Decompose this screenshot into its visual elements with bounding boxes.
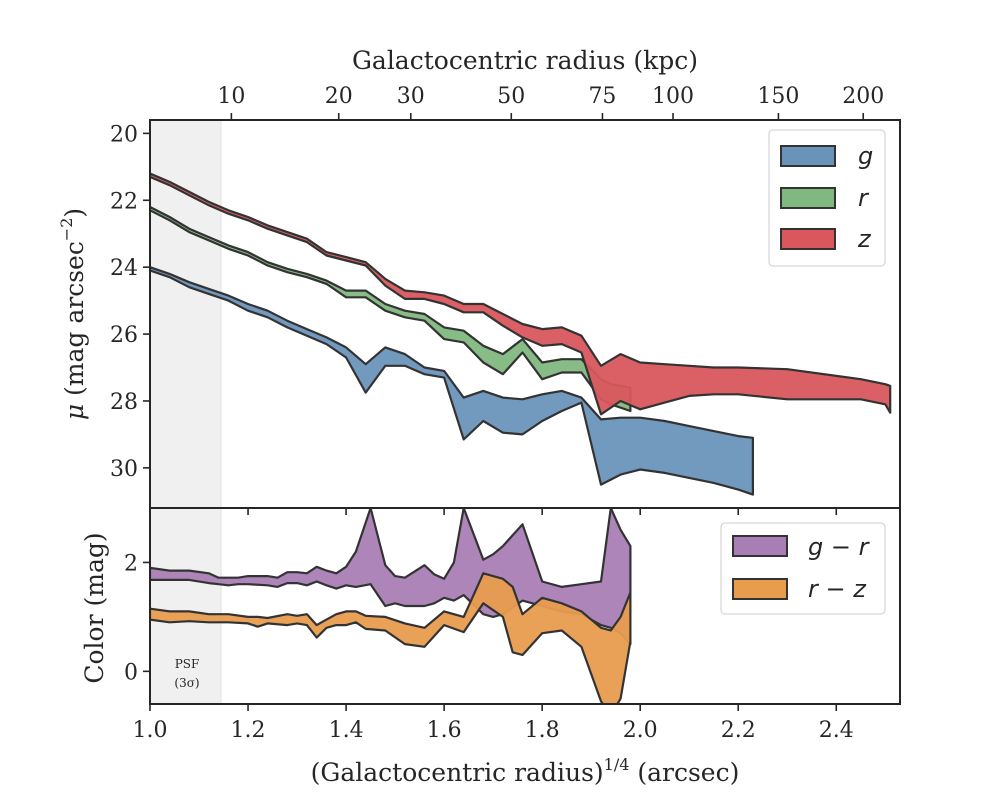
ytick-label: 26 [110, 323, 138, 348]
kpc-tick-label: 75 [588, 84, 616, 109]
xtick-label: 1.0 [133, 718, 168, 743]
kpc-tick-label: 30 [397, 84, 425, 109]
bottom-panel-frame [149, 507, 901, 705]
legend-bottom: g − r r − z [720, 522, 886, 615]
psf-label-line2: (3σ) [174, 676, 199, 690]
kpc-tick-label: 10 [217, 84, 245, 109]
kpc-tick-label: 50 [497, 84, 525, 109]
color-bands [150, 508, 632, 704]
kpc-tick-label: 100 [652, 84, 694, 109]
legend-label-z: z [857, 225, 872, 253]
ytick-label: 0 [124, 660, 138, 685]
surface-brightness-bands [150, 172, 892, 496]
legend-swatch-g [780, 145, 836, 167]
legend-swatch-r [780, 187, 836, 209]
kpc-tick-label: 200 [842, 84, 884, 109]
xtick-label: 1.4 [329, 718, 364, 743]
legend-top: g r z [768, 129, 886, 267]
ytick-label: 24 [110, 256, 138, 281]
legend-label-g-r: g − r [808, 533, 871, 561]
legend-swatch-r-z [732, 578, 788, 600]
xtick-label: 1.6 [427, 718, 462, 743]
legend-label-r: r [858, 184, 870, 212]
legend-swatch-g-r [732, 535, 788, 557]
kpc-tick-label: 20 [325, 84, 353, 109]
ytick-label: 2 [124, 551, 138, 576]
xtick-label: 2.0 [623, 718, 658, 743]
bottom-axis-title: (Galactocentric radius)1/4 (arcsec) [311, 755, 740, 787]
legend-label-r-z: r − z [808, 575, 867, 603]
band-g [150, 266, 754, 496]
xtick-label: 2.4 [819, 718, 854, 743]
legend-swatch-z [780, 228, 836, 250]
xtick-label: 1.8 [525, 718, 560, 743]
ytick-label: 28 [110, 390, 138, 415]
legend-label-g: g [858, 142, 873, 170]
axis-ticks: 20 22 24 26 28 30 0 2 1.0 1.2 1.4 1.6 1.8 2.0 2.2 2.4 10… [110, 84, 884, 743]
psf-shade-top [150, 120, 222, 508]
ytick-label: 20 [110, 122, 138, 147]
psf-label-line1: PSF [175, 657, 200, 671]
band-z [150, 172, 892, 416]
bottom-panel-ylabel: Color (mag) [80, 532, 109, 683]
psf-shade-bottom [150, 508, 222, 704]
ytick-label: 30 [110, 457, 138, 482]
band-rz [150, 572, 632, 704]
xtick-label: 1.2 [231, 718, 266, 743]
band-r [150, 205, 632, 413]
top-panel-ylabel: μ (mag arcsec−2) [57, 208, 89, 420]
top-axis-title: Galactocentric radius (kpc) [352, 46, 698, 75]
ytick-label: 22 [110, 189, 138, 214]
xtick-label: 2.2 [721, 718, 756, 743]
kpc-tick-label: 150 [757, 84, 799, 109]
